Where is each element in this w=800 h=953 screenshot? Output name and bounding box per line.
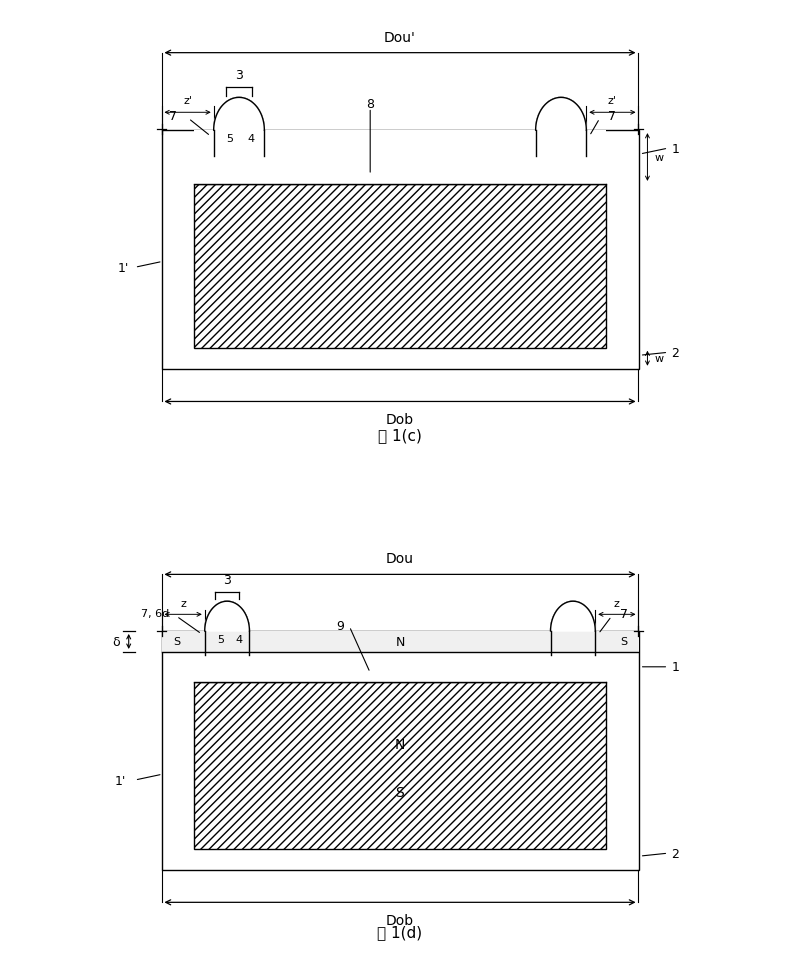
Bar bbox=[162, 632, 638, 869]
Text: z: z bbox=[180, 598, 186, 609]
Text: 2: 2 bbox=[671, 346, 679, 359]
Text: 1': 1' bbox=[114, 774, 126, 787]
Text: z': z' bbox=[183, 96, 192, 106]
Text: z': z' bbox=[608, 96, 617, 106]
Text: 1: 1 bbox=[671, 142, 679, 155]
Text: 3: 3 bbox=[223, 574, 231, 587]
Text: w: w bbox=[654, 152, 664, 163]
Polygon shape bbox=[205, 601, 250, 632]
Bar bbox=[162, 632, 638, 652]
Text: 图 1(c): 图 1(c) bbox=[378, 427, 422, 442]
Polygon shape bbox=[536, 98, 586, 132]
Text: 4: 4 bbox=[235, 635, 242, 644]
Text: S: S bbox=[396, 785, 404, 800]
Text: 2: 2 bbox=[671, 846, 679, 860]
Text: 5: 5 bbox=[218, 635, 225, 644]
Text: 7, 6d: 7, 6d bbox=[142, 609, 170, 618]
Text: S: S bbox=[620, 637, 627, 647]
Text: 图 1(d): 图 1(d) bbox=[378, 924, 422, 940]
Text: N: N bbox=[395, 636, 405, 648]
Text: 1: 1 bbox=[671, 660, 679, 674]
Text: 9: 9 bbox=[337, 618, 344, 632]
Text: S: S bbox=[173, 637, 180, 647]
Text: Dob: Dob bbox=[386, 913, 414, 927]
Text: N: N bbox=[395, 738, 405, 752]
Text: Dou: Dou bbox=[386, 552, 414, 566]
Text: δ: δ bbox=[112, 636, 120, 648]
Bar bbox=[194, 652, 606, 682]
Bar bbox=[194, 682, 606, 849]
Text: 7: 7 bbox=[619, 607, 627, 620]
Text: w: w bbox=[654, 354, 664, 364]
Text: 5: 5 bbox=[226, 134, 234, 144]
Text: 3: 3 bbox=[235, 69, 243, 82]
Bar bbox=[194, 185, 606, 349]
Text: 7: 7 bbox=[608, 110, 616, 123]
Polygon shape bbox=[550, 601, 595, 632]
Polygon shape bbox=[214, 98, 264, 132]
Text: Dob: Dob bbox=[386, 413, 414, 427]
Text: 4: 4 bbox=[247, 134, 254, 144]
Text: 7: 7 bbox=[170, 110, 178, 123]
Text: Dou': Dou' bbox=[384, 30, 416, 45]
Text: z: z bbox=[614, 598, 620, 609]
Bar bbox=[162, 132, 638, 370]
Text: 8: 8 bbox=[366, 98, 374, 111]
Bar bbox=[194, 132, 606, 185]
Text: 1': 1' bbox=[118, 261, 129, 274]
